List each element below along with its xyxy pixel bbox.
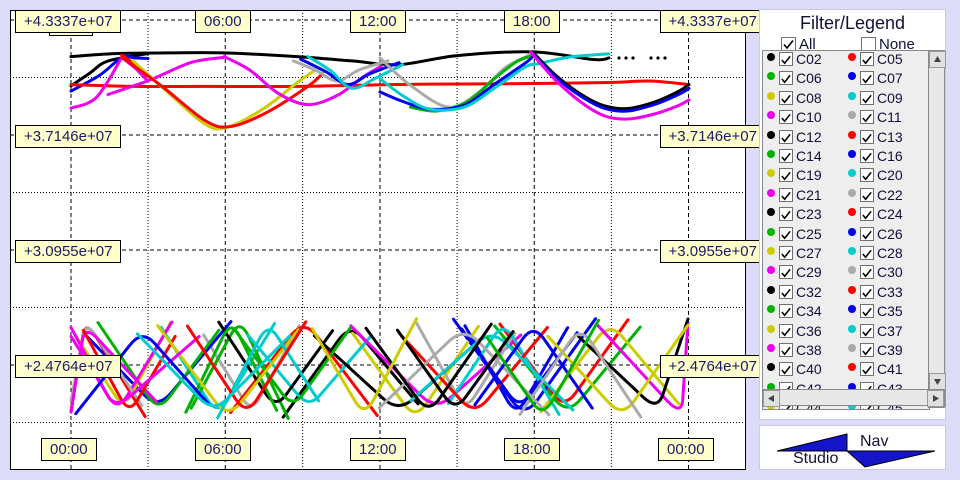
svg-text:Studio: Studio xyxy=(793,450,838,467)
svg-text:Nav: Nav xyxy=(860,433,888,450)
